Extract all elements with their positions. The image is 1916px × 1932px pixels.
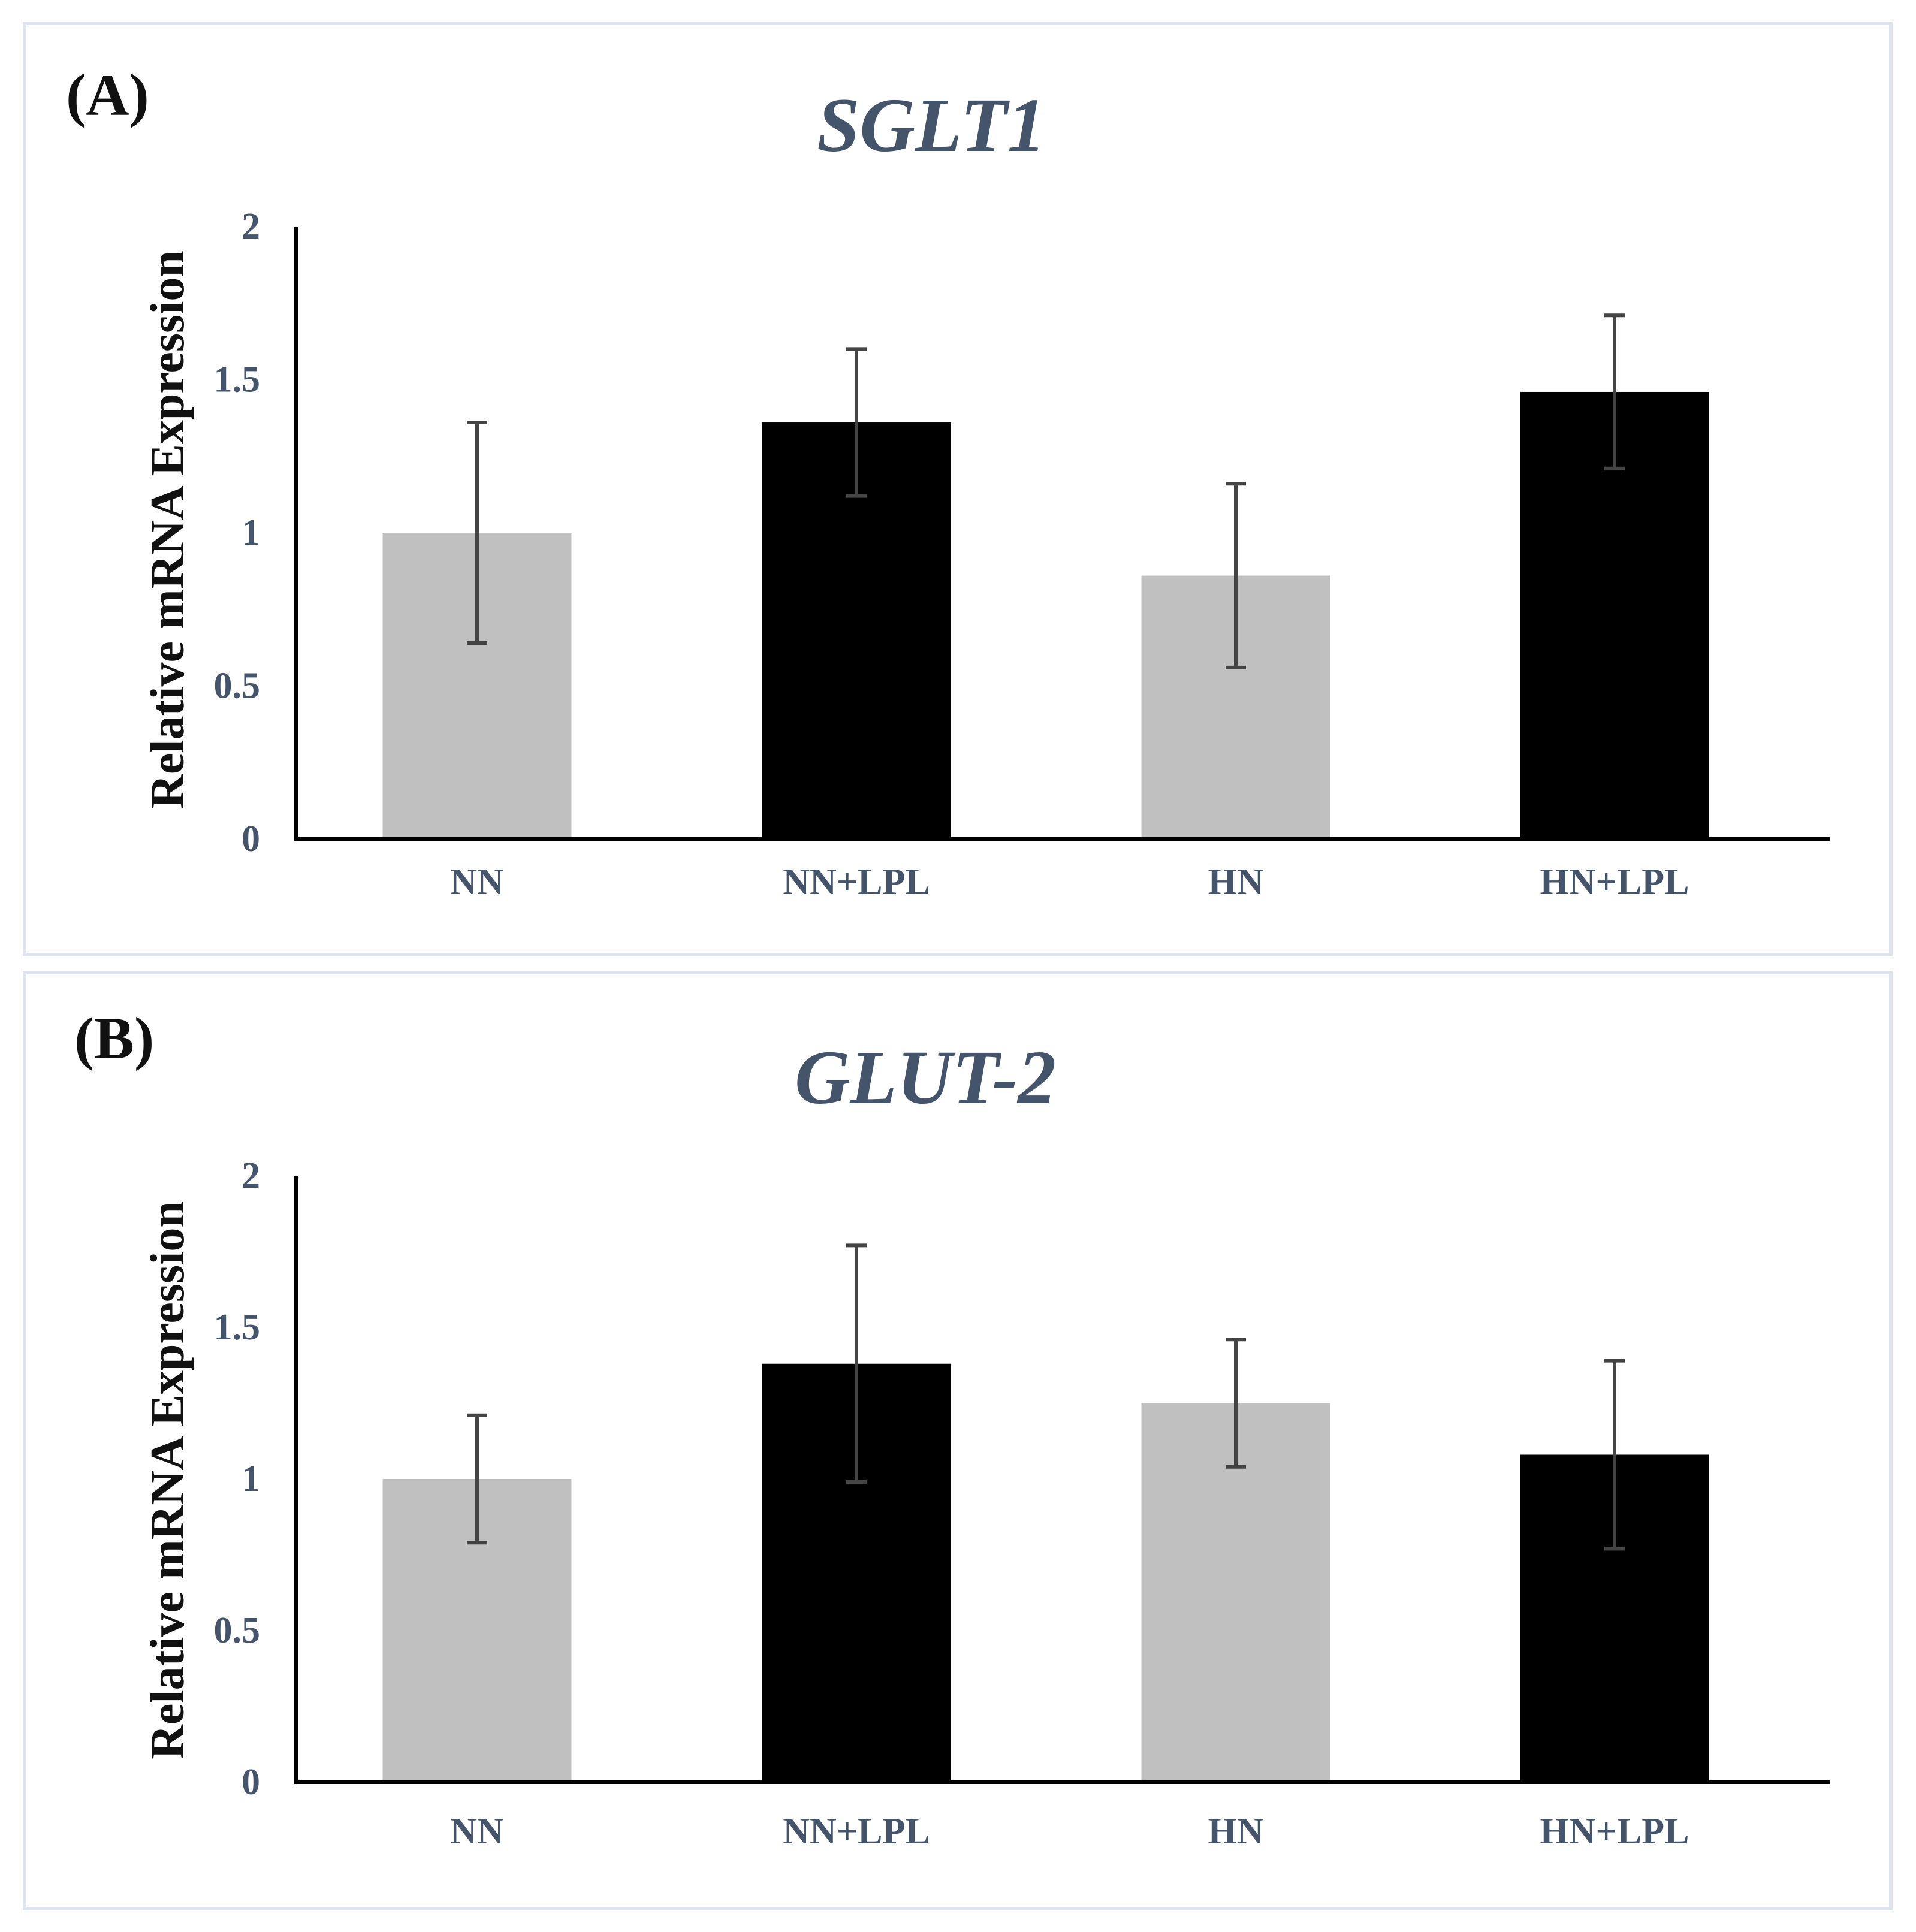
y-axis-label: Relative mRNA Expression	[141, 250, 194, 809]
y-tick-label: 0.5	[214, 1610, 261, 1651]
y-tick-label: 1	[242, 512, 260, 553]
panel-a: (A) SGLT1 Relative mRNA Expression 0 0.5 1…	[23, 22, 1893, 956]
x-tick-label: HN	[1208, 862, 1264, 902]
error-bar	[846, 347, 867, 498]
y-tick-label: 0	[242, 1762, 260, 1803]
error-bar	[1604, 1359, 1625, 1551]
sglt1-chart: (A) SGLT1 Relative mRNA Expression 0 0.5 1…	[66, 62, 1830, 902]
panel-letter: (A)	[66, 62, 149, 128]
y-tick-label: 0	[242, 819, 260, 859]
x-tick-label: NN	[450, 862, 504, 902]
x-tick-label: HN+LPL	[1540, 1811, 1689, 1852]
error-bar	[1226, 1338, 1246, 1469]
chart-title: GLUT-2	[795, 1035, 1056, 1120]
y-tick-label: 2	[242, 206, 260, 247]
y-tick-label: 0.5	[214, 666, 261, 707]
error-bar	[1226, 482, 1246, 669]
y-tick-label: 1	[242, 1459, 260, 1499]
y-axis-label: Relative mRNA Expression	[141, 1201, 194, 1759]
x-tick-label: HN	[1208, 1811, 1264, 1852]
y-tick-label: 2	[242, 1155, 260, 1196]
x-tick-label: HN+LPL	[1540, 862, 1689, 902]
panel-b: (B) GLUT-2 Relative mRNA Expression 0 0.5…	[23, 971, 1893, 1910]
error-bar	[467, 1413, 487, 1545]
x-tick-label: NN+LPL	[783, 1811, 930, 1852]
y-tick-label: 1.5	[214, 360, 261, 400]
glut2-chart: (B) GLUT-2 Relative mRNA Expression 0 0.5…	[74, 1005, 1830, 1852]
error-bar	[846, 1243, 867, 1484]
panel-letter: (B)	[74, 1005, 154, 1071]
error-bar	[1604, 313, 1625, 470]
x-tick-label: NN+LPL	[783, 862, 930, 902]
x-tick-label: NN	[450, 1811, 504, 1852]
chart-title: SGLT1	[817, 83, 1046, 168]
y-tick-label: 1.5	[214, 1307, 261, 1348]
error-bar	[467, 421, 487, 645]
